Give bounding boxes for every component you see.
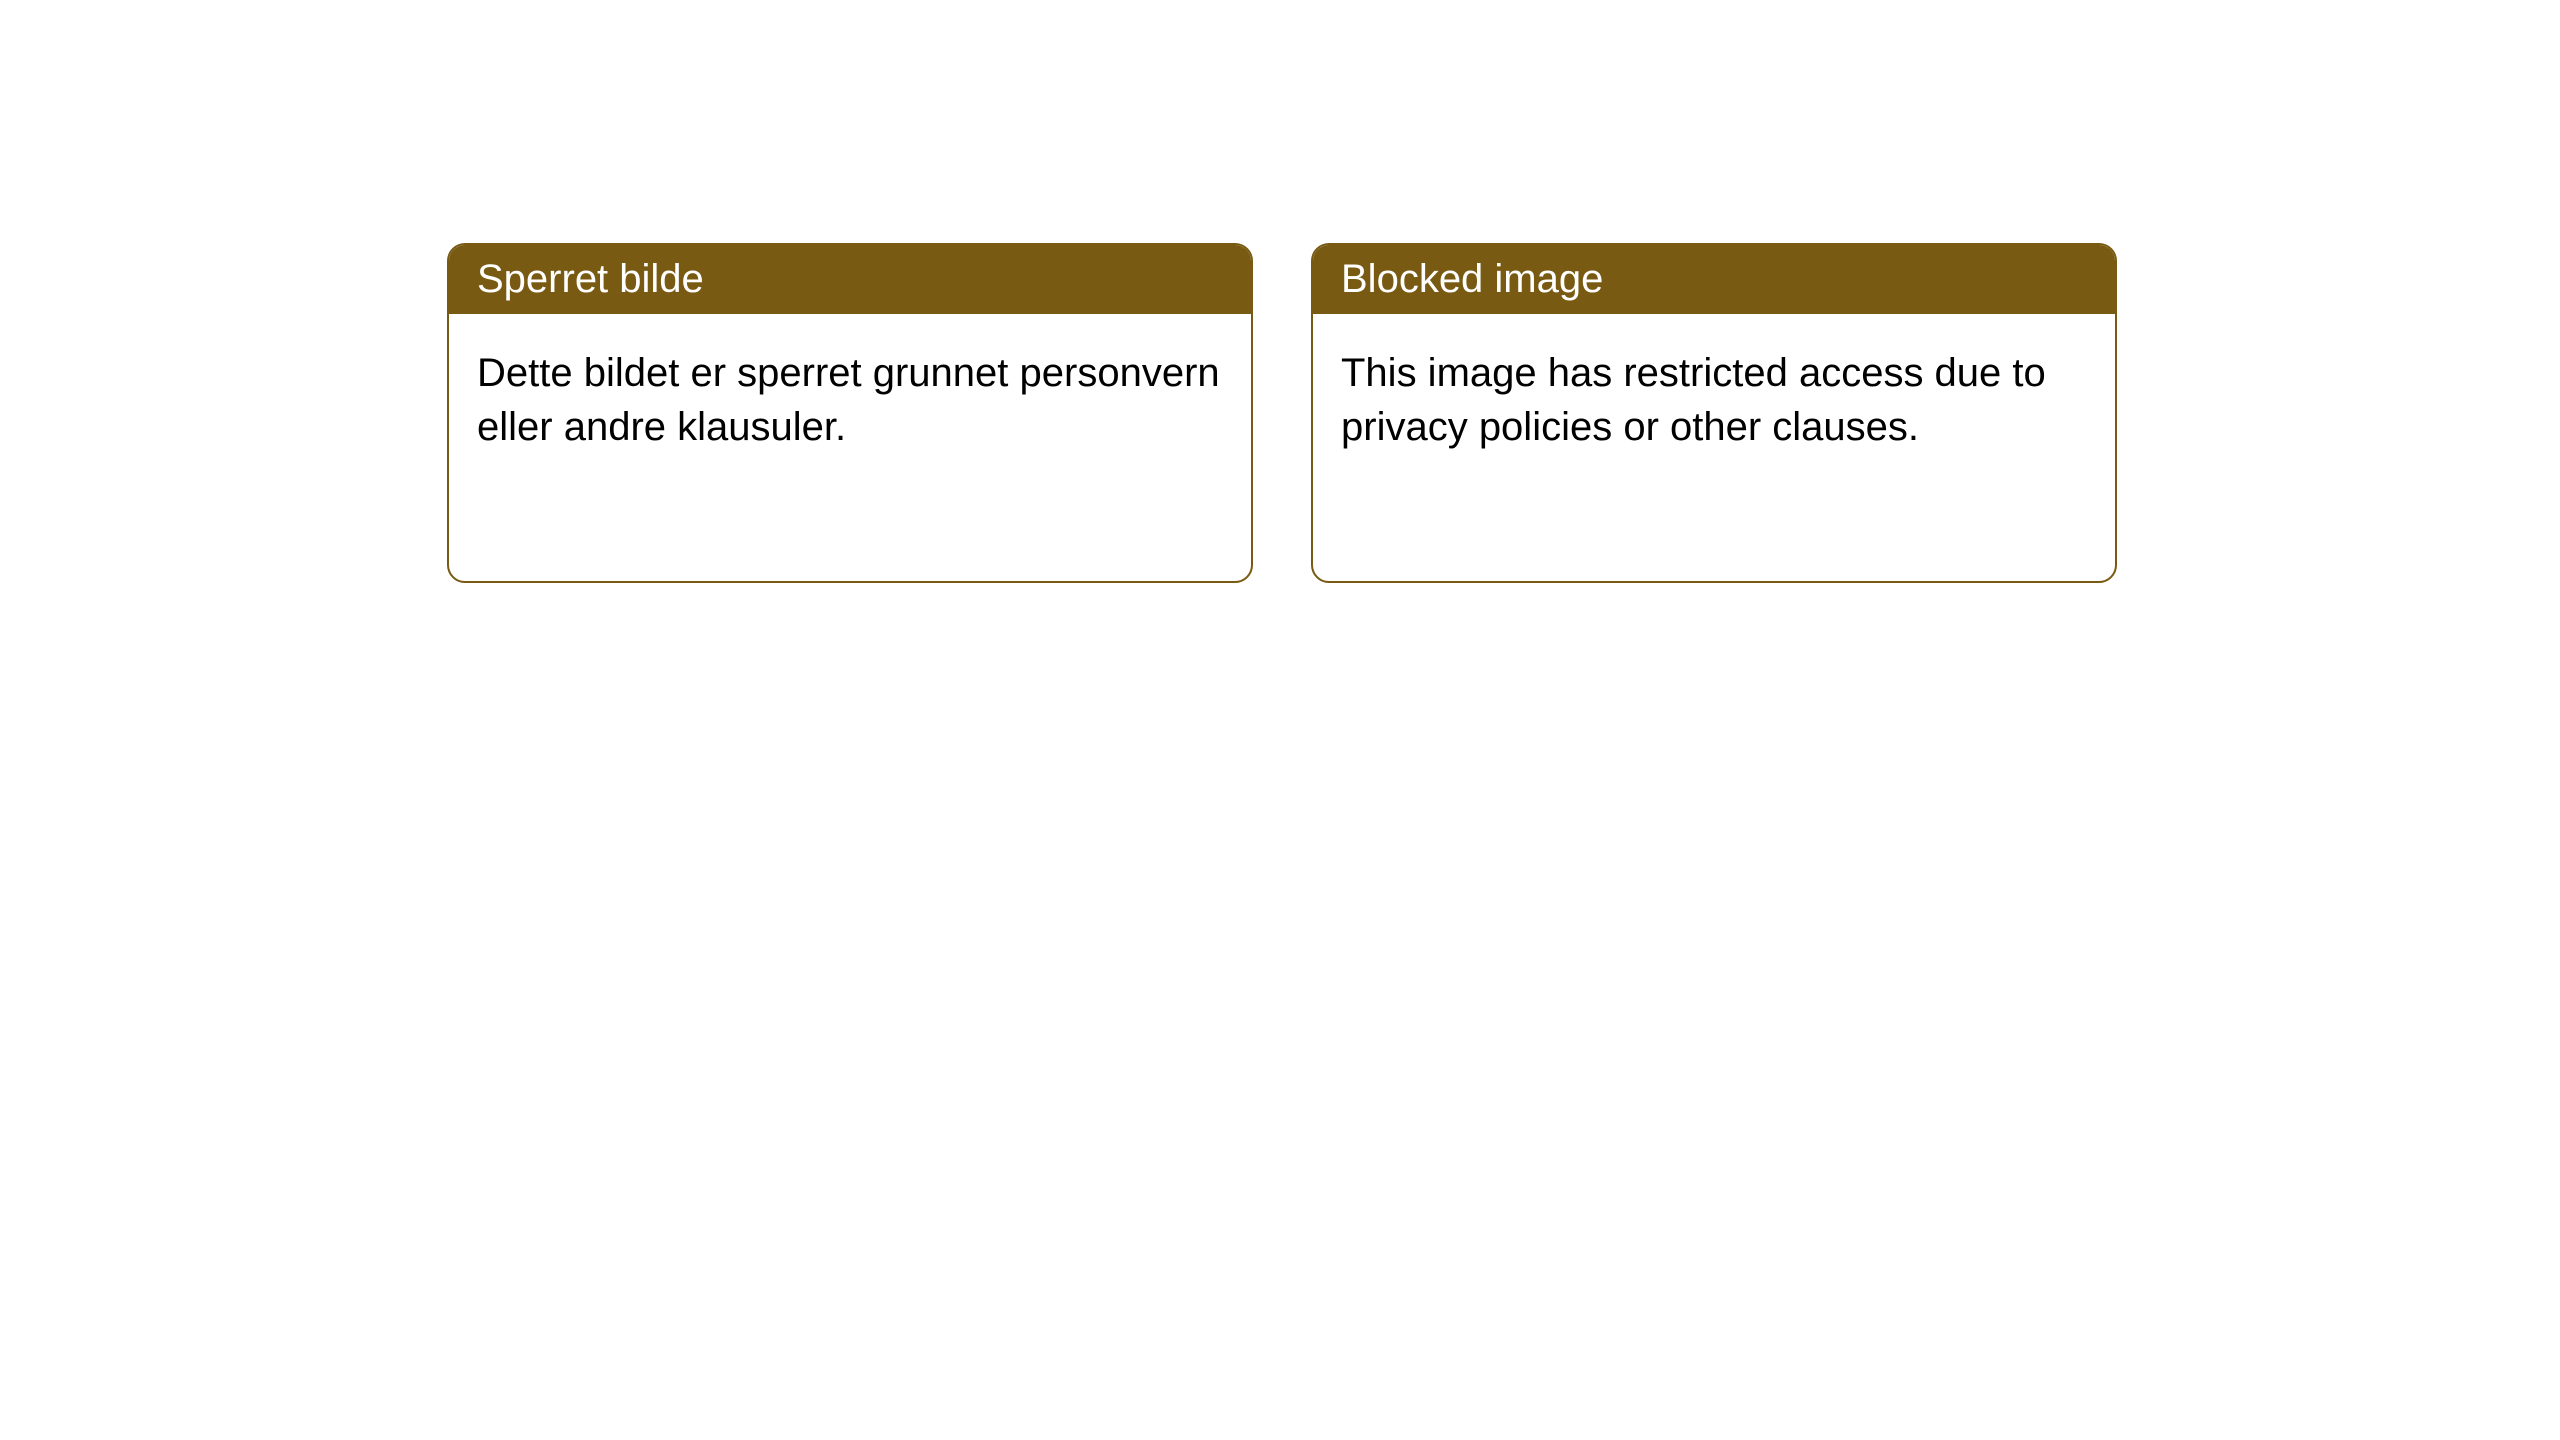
notice-body-no: Dette bildet er sperret grunnet personve… xyxy=(449,314,1251,486)
notice-card-en: Blocked image This image has restricted … xyxy=(1311,243,2117,583)
notice-header-no: Sperret bilde xyxy=(449,245,1251,314)
notice-card-no: Sperret bilde Dette bildet er sperret gr… xyxy=(447,243,1253,583)
notice-body-en: This image has restricted access due to … xyxy=(1313,314,2115,486)
notice-header-en: Blocked image xyxy=(1313,245,2115,314)
notice-container: Sperret bilde Dette bildet er sperret gr… xyxy=(0,0,2560,583)
